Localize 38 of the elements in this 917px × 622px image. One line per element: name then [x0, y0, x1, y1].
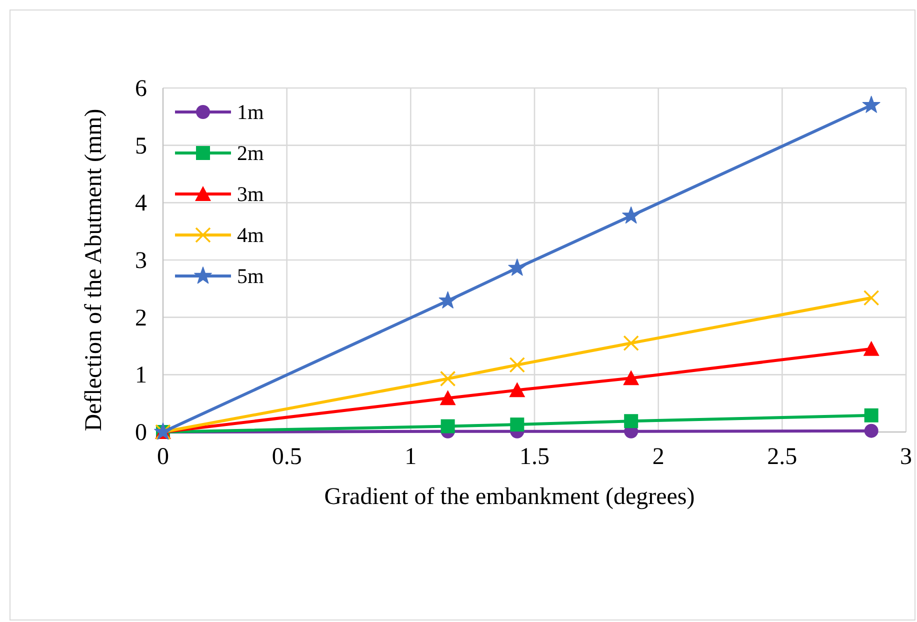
- point: [862, 96, 880, 113]
- y-tick-label: 3: [135, 248, 147, 274]
- point: [863, 340, 880, 356]
- x-tick-label: 1.5: [520, 444, 550, 470]
- point: [438, 291, 457, 308]
- x-tick-label: 0.5: [272, 444, 302, 470]
- y-axis-title: Deflection of the Abutment (mm): [81, 108, 107, 432]
- x-tick-label: 0: [157, 444, 169, 470]
- y-tick-label: 0: [135, 420, 147, 446]
- point: [510, 418, 524, 432]
- point: [863, 290, 880, 306]
- y-tick-label: 6: [135, 76, 147, 102]
- x-tick-label: 3: [900, 444, 912, 470]
- point: [624, 414, 638, 428]
- point: [440, 370, 456, 387]
- point: [509, 382, 526, 398]
- x-tick-label: 2.5: [767, 444, 798, 470]
- legend-label: 4m: [237, 223, 264, 247]
- point: [509, 357, 526, 373]
- x-tick-label: 2: [652, 444, 664, 470]
- point: [440, 419, 455, 434]
- point: [864, 424, 878, 438]
- point: [508, 258, 526, 276]
- point: [623, 370, 640, 386]
- point: [864, 408, 878, 422]
- legend-label: 5m: [237, 264, 264, 288]
- y-tick-label: 4: [135, 190, 147, 217]
- y-tick-label: 1: [135, 362, 147, 389]
- legend-label: 2m: [237, 141, 264, 165]
- point: [440, 390, 456, 406]
- x-axis-title: Gradient of the embankment (degrees): [324, 484, 695, 510]
- point: [622, 206, 640, 224]
- y-tick-label: 5: [135, 133, 147, 160]
- point: [623, 335, 639, 352]
- legend-label: 1m: [237, 100, 264, 124]
- x-tick-label: 1: [404, 444, 417, 470]
- y-tick-label: 2: [135, 305, 147, 332]
- legend-label: 3m: [237, 182, 264, 206]
